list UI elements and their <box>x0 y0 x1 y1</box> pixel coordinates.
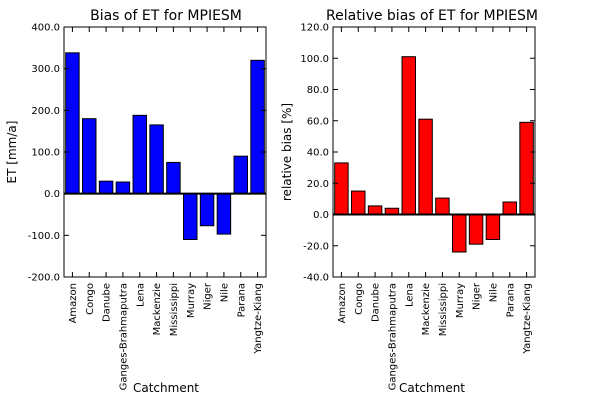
left-bar-congo <box>82 118 97 195</box>
right-xtick-label: Niger <box>472 282 483 310</box>
left-xtick-label: Lena <box>135 283 146 307</box>
left-chart-title: Bias of ET for MPIESM <box>90 8 242 24</box>
right-bar-danube <box>367 205 383 216</box>
left-xtick-label: Mackenzie <box>152 283 163 335</box>
left-xtick-label: Parana <box>236 283 247 317</box>
left-xtick-label: Nile <box>219 283 230 302</box>
right-bar-lena <box>401 56 416 215</box>
right-bar-congo <box>351 190 366 215</box>
left-xtick-label: Murray <box>186 283 197 318</box>
right-bar-mississippi <box>435 197 450 215</box>
left-bar-mackenzie <box>149 124 164 195</box>
right-ytick-label: -40.0 <box>303 273 329 284</box>
right-bar-amazon <box>334 162 349 216</box>
right-bar-parana <box>502 201 517 215</box>
right-xtick-label: Nile <box>488 283 499 302</box>
left-bar-nile <box>216 193 232 235</box>
left-bar-lena <box>132 114 147 195</box>
left-ytick-label: 200.0 <box>31 106 60 117</box>
left-ytick-label: -100.0 <box>28 231 60 242</box>
left-chart-xlabel: Catchment <box>133 381 199 395</box>
left-chart-ylabel: ET [mm/a] <box>5 121 19 184</box>
left-bar-amazon <box>65 52 80 195</box>
left-xtick-label: Yangtze-Kiang <box>253 283 264 355</box>
right-xtick-label: Ganges-Brahmaputra <box>387 283 398 390</box>
left-ytick-label: 400.0 <box>31 23 60 34</box>
left-ytick-label: 100.0 <box>31 148 60 159</box>
right-chart-xlabel: Catchment <box>399 381 465 395</box>
right-ytick-label: 20.0 <box>307 179 329 190</box>
left-xtick-label: Danube <box>102 283 113 322</box>
left-bar-parana <box>233 155 248 195</box>
right-bar-murray <box>452 214 467 253</box>
right-chart-ylabel: relative bias [%] <box>280 103 294 201</box>
left-bar-yangtze-kiang <box>250 59 265 195</box>
left-xtick-label: Ganges-Brahmaputra <box>118 283 129 390</box>
right-ytick-label: 100.0 <box>300 54 329 65</box>
right-xtick-label: Parana <box>505 283 516 317</box>
right-ytick-label: 0.0 <box>313 210 329 221</box>
left-bar-murray <box>183 193 198 240</box>
left-bar-ganges-brahmaputra <box>115 181 131 195</box>
left-ytick-label: -200.0 <box>28 273 60 284</box>
left-bar-niger <box>199 193 215 227</box>
right-ytick-label: 60.0 <box>307 116 329 127</box>
left-xtick-label: Niger <box>203 282 214 310</box>
right-ytick-label: 40.0 <box>307 148 329 159</box>
left-xtick-label: Mississippi <box>169 283 180 336</box>
left-bar-danube <box>98 180 114 195</box>
right-bar-yangtze-kiang <box>519 121 534 215</box>
left-ytick-label: 0.0 <box>44 189 60 200</box>
right-xtick-label: Yangtze-Kiang <box>522 283 533 355</box>
right-bar-nile <box>485 214 501 240</box>
right-bar-mackenzie <box>418 118 433 215</box>
right-xtick-label: Danube <box>371 283 382 322</box>
right-xtick-label: Murray <box>455 283 466 318</box>
left-xtick-label: Congo <box>85 283 96 315</box>
right-xtick-label: Lena <box>404 283 415 307</box>
right-ytick-label: 120.0 <box>300 23 329 34</box>
left-ytick-label: 300.0 <box>31 64 60 75</box>
right-xtick-label: Congo <box>354 283 365 315</box>
right-chart-title: Relative bias of ET for MPIESM <box>326 8 538 24</box>
right-bar-niger <box>468 214 484 245</box>
left-xtick-label: Amazon <box>68 283 79 323</box>
right-plot-frame <box>332 26 536 278</box>
right-xtick-label: Amazon <box>337 283 348 323</box>
right-xtick-label: Mackenzie <box>421 283 432 335</box>
right-ytick-label: 80.0 <box>307 85 329 96</box>
left-bar-mississippi <box>166 161 181 195</box>
right-ytick-label: -20.0 <box>303 241 329 252</box>
right-xtick-label: Mississippi <box>438 283 449 336</box>
